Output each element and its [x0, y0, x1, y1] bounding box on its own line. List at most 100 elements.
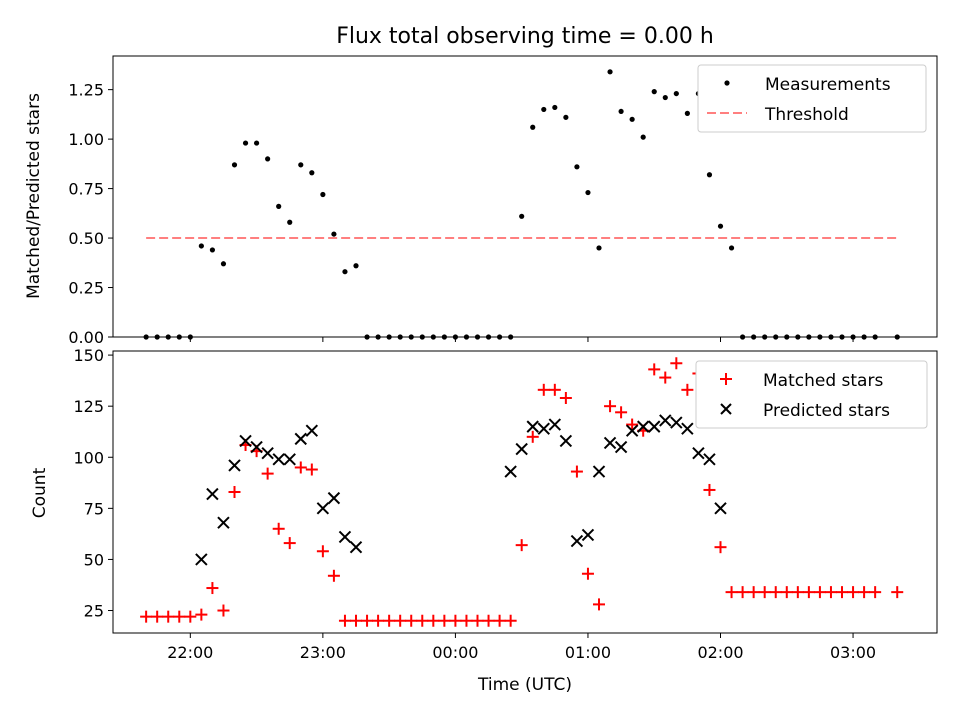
predicted-stars-point [548, 418, 562, 431]
predicted-stars-point [570, 534, 584, 548]
top-legend-box [697, 64, 927, 133]
matched-stars-point [504, 614, 517, 627]
measurement-point [419, 334, 425, 340]
bottom-legend-box [695, 360, 928, 429]
measurement-point [651, 89, 657, 95]
measurement-point [143, 334, 149, 340]
measurement-point [397, 334, 403, 340]
matched-stars-point [604, 400, 617, 413]
matched-stars-point [714, 541, 727, 554]
predicted-stars-point [195, 553, 208, 566]
predicted-stars-point [636, 420, 650, 433]
measurement-point [496, 334, 503, 340]
predicted-stars-point [625, 424, 639, 437]
plot-frame [112, 55, 938, 338]
predicted-stars-point [349, 540, 363, 554]
predicted-stars-point [670, 416, 683, 429]
predicted-stars-point [338, 530, 352, 544]
predicted-stars-point [703, 453, 716, 466]
y-tick-label: 50 [84, 550, 104, 569]
measurement-point [640, 134, 646, 140]
plot-frame [112, 350, 938, 634]
matched-stars-point [515, 539, 528, 552]
measurement-point [331, 231, 337, 237]
matched-stars-point [824, 586, 837, 599]
matched-stars-point [493, 614, 506, 627]
matched-stars-point [460, 614, 473, 627]
predicted-stars-point [581, 528, 595, 542]
measurement-point [894, 334, 900, 340]
matched-stars-point [405, 614, 418, 627]
matched-stars-point [670, 357, 683, 370]
predicted-stars-point [504, 465, 517, 478]
matched-stars-point [327, 569, 340, 582]
legend-threshold-label: Threshold [764, 105, 849, 125]
predicted-stars-point [526, 420, 539, 433]
measurement-point [287, 219, 293, 225]
matched-stars-point [173, 610, 186, 623]
measurement-point [828, 334, 834, 340]
predicted-stars-point [283, 453, 296, 466]
matched-stars-point [195, 608, 208, 621]
predicted-stars-point [228, 459, 241, 472]
y-tick-label: 25 [84, 602, 104, 621]
measurement-point [198, 243, 204, 249]
measurement-point [530, 124, 536, 130]
predicted-stars-point [217, 516, 230, 529]
top-chart-title: Flux total observing time = 0.00 h [336, 24, 714, 49]
measurement-point [673, 90, 679, 97]
legend-matched-label: Matched stars [763, 371, 883, 391]
predicted-stars-point [614, 440, 628, 454]
matched-stars-point [140, 610, 153, 623]
measurement-point [552, 104, 558, 111]
measurement-point [474, 334, 481, 340]
top-plot-panel: 0.00 0.25 0.50 0.75 1.00 1.25 [68, 55, 938, 347]
matched-stars-point [206, 582, 219, 595]
matched-stars-point [747, 586, 760, 599]
matched-stars-point [758, 586, 771, 599]
x-tick-label: 01:00 [565, 643, 611, 662]
measurement-point [519, 213, 525, 219]
measurement-point [452, 334, 459, 340]
matched-stars-point [438, 614, 451, 627]
measurement-point [839, 334, 845, 340]
measurement-point [242, 140, 249, 146]
predicted-stars-point [206, 487, 219, 501]
predicted-stars-point [692, 446, 705, 460]
measurement-point [541, 106, 547, 113]
matched-stars-point [228, 486, 241, 498]
measurement-point [773, 334, 779, 340]
legend-predicted-marker [720, 403, 732, 415]
measurement-point [276, 203, 282, 209]
predicted-stars-point [515, 442, 528, 456]
matched-stars-point [427, 614, 440, 627]
measurement-point [717, 223, 724, 229]
measurement-point [209, 247, 216, 253]
matched-stars-point [858, 586, 871, 599]
measurement-point [441, 334, 447, 340]
measurement-point [364, 334, 370, 340]
legend-predicted-label: Predicted stars [763, 401, 890, 421]
measurement-point [728, 245, 735, 251]
matched-stars-point [184, 610, 197, 623]
matched-stars-point [581, 567, 594, 580]
bottom-y-axis-label: Count [30, 467, 50, 518]
legend-matched-marker [720, 373, 732, 385]
matched-stars-point [471, 614, 484, 627]
matched-stars-point [648, 363, 661, 376]
measurement-point [298, 162, 304, 168]
measurement-point [784, 334, 790, 340]
measurement-point [309, 170, 315, 176]
y-tick-label: 150 [73, 346, 104, 365]
measurement-point [463, 334, 470, 340]
measurement-point [795, 334, 801, 340]
predicted-stars-point [316, 502, 330, 515]
measurement-point [706, 172, 713, 178]
y-tick-label: 0.00 [68, 328, 104, 347]
predicted-stars-point [261, 446, 274, 460]
measurement-point [762, 334, 768, 340]
top-legend: Measurements Threshold [697, 64, 927, 133]
predicted-stars-point [239, 434, 252, 448]
measurement-point [629, 116, 635, 122]
matched-stars-point [626, 418, 639, 431]
